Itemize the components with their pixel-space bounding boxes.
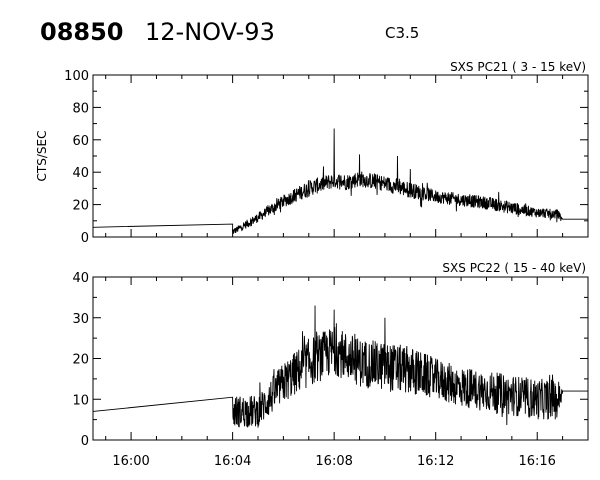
count-rate-trace (92, 128, 588, 234)
panel-pc22: SXS PC22 ( 15 - 40 keV) 0 10 20 30 40 16:00 16:… (72, 261, 589, 469)
x-tick-label: 16:16 (518, 454, 555, 469)
x-tick-label: 16:00 (112, 454, 149, 469)
event-date: 12-NOV-93 (145, 18, 275, 46)
event-number: 08850 (40, 18, 124, 46)
y-tick-label: 40 (72, 166, 89, 181)
y-tick-label: 40 (72, 271, 89, 286)
y-tick-label: 100 (64, 69, 89, 84)
panel-title: SXS PC22 ( 15 - 40 keV) (442, 261, 586, 275)
y-tick-label: 20 (72, 199, 89, 214)
panel-title: SXS PC21 ( 3 - 15 keV) (450, 60, 586, 74)
y-axis-label: CTS/SEC (35, 131, 49, 182)
x-tick-label: 16:04 (214, 454, 251, 469)
y-tick-label: 10 (72, 393, 89, 408)
x-tick-label: 16:08 (315, 454, 352, 469)
panel-pc21: SXS PC21 ( 3 - 15 keV) CTS/SEC 0 20 40 60 80 10… (35, 60, 589, 246)
y-tick-label: 60 (72, 134, 89, 149)
plot-frame (92, 74, 589, 238)
count-rate-trace (92, 305, 588, 428)
y-tick-label: 0 (81, 434, 89, 449)
flare-class: C3.5 (385, 24, 419, 42)
y-tick-label: 20 (72, 353, 89, 368)
x-tick-label: 16:12 (417, 454, 454, 469)
y-tick-label: 30 (72, 312, 89, 327)
y-tick-label: 0 (81, 231, 89, 246)
y-tick-label: 80 (72, 101, 89, 116)
